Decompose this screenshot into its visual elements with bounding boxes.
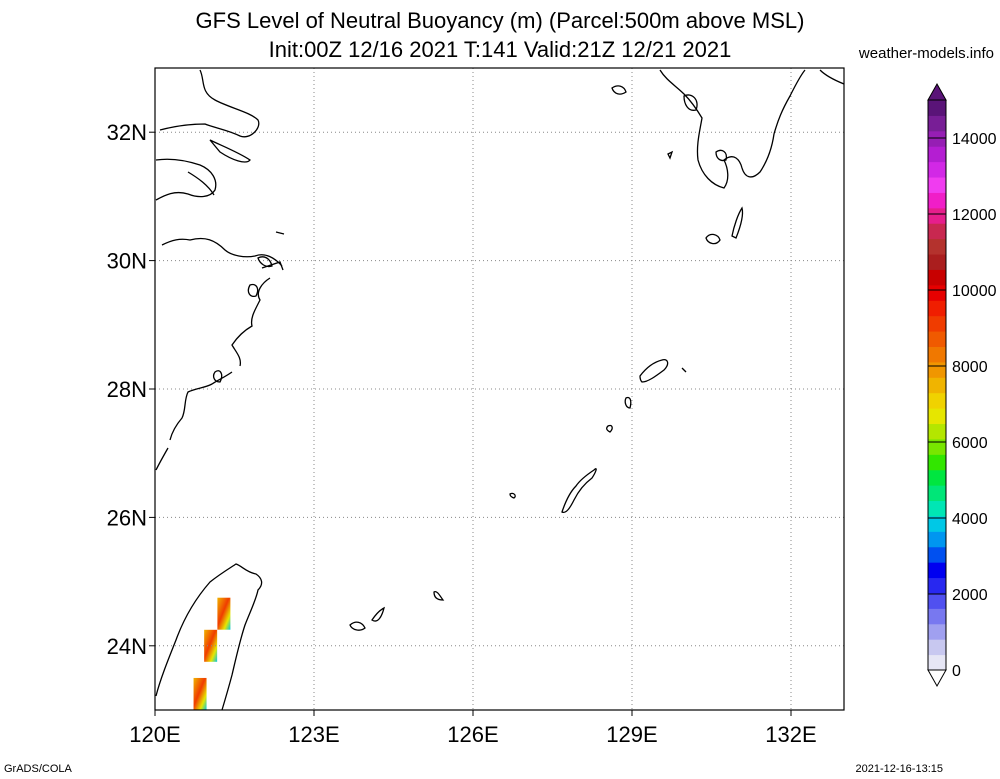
colorbar-swatch <box>928 207 946 224</box>
colorbar-swatch <box>928 562 946 579</box>
source-credit: weather-models.info <box>858 45 994 62</box>
colorbar-swatch <box>928 639 946 656</box>
colorbar <box>927 82 947 688</box>
colorbar-swatch <box>928 577 946 594</box>
island-okinawa <box>561 468 597 514</box>
colorbar-label: 6000 <box>952 435 988 452</box>
lnb-shaded-cell <box>193 677 207 710</box>
colorbar-swatch <box>928 485 946 502</box>
lnb-shaded-cell <box>217 597 231 630</box>
colorbar-swatch <box>928 515 946 532</box>
lnb-shaded-cell <box>204 629 218 662</box>
colorbar-max-arrow <box>927 82 947 101</box>
lon-tick-label: 120E <box>129 722 180 747</box>
colorbar-label: 12000 <box>952 207 997 224</box>
colorbar-swatch <box>928 284 946 301</box>
colorbar-swatch <box>928 115 946 132</box>
kyushu-coastline <box>659 69 806 189</box>
plot-frame <box>154 67 845 711</box>
colorbar-swatch <box>928 223 946 240</box>
island-yakushima <box>705 233 721 245</box>
colorbar-swatch <box>928 423 946 440</box>
island-amami <box>639 358 669 383</box>
colorbar-swatch <box>928 192 946 209</box>
lon-tick-label: 126E <box>447 722 498 747</box>
lat-tick-label: 32N <box>107 120 147 145</box>
colorbar-swatch <box>928 546 946 563</box>
colorbar-label: 10000 <box>952 283 997 300</box>
colorbar-swatch <box>928 408 946 425</box>
lon-tick-label: 129E <box>606 722 657 747</box>
colorbar-swatch <box>928 146 946 163</box>
lon-tick-label: 132E <box>765 722 816 747</box>
colorbar-swatch <box>928 161 946 178</box>
colorbar-swatch <box>928 300 946 317</box>
colorbar-min-arrow <box>927 669 947 688</box>
colorbar-swatch <box>928 500 946 517</box>
taiwan-coastline <box>155 563 263 710</box>
software-credit: GrADS/COLA <box>4 763 72 775</box>
colorbar-swatch <box>928 623 946 640</box>
colorbar-swatch <box>928 100 946 116</box>
colorbar-swatch <box>928 592 946 609</box>
island-ishigaki <box>349 621 366 631</box>
latitude-labels: 24N 26N 28N 30N 32N <box>107 120 147 659</box>
map-title: GFS Level of Neutral Buoyancy (m) (Parce… <box>195 8 805 33</box>
colorbar-swatch <box>928 392 946 409</box>
lat-tick-label: 30N <box>107 249 147 274</box>
colorbar-swatch <box>928 654 946 671</box>
lon-tick-label: 123E <box>288 722 339 747</box>
colorbar-swatch <box>928 531 946 548</box>
colorbar-label: 14000 <box>952 131 997 148</box>
colorbar-swatch <box>928 377 946 394</box>
colorbar-swatch <box>928 177 946 193</box>
colorbar-swatch <box>928 469 946 486</box>
shaded-cells <box>193 597 231 710</box>
island-tarama <box>433 590 445 601</box>
colorbar-swatch <box>928 254 946 270</box>
china-coastline <box>155 69 283 471</box>
colorbar-label: 0 <box>952 663 961 680</box>
lat-lon-grid <box>149 68 844 716</box>
lat-tick-label: 24N <box>107 634 147 659</box>
colorbar-swatch <box>928 454 946 471</box>
colorbar-swatch <box>928 438 946 455</box>
colorbar-swatch <box>928 608 946 625</box>
colorbar-swatch <box>928 331 946 347</box>
island-miyako <box>371 606 385 622</box>
coastlines <box>155 69 844 710</box>
island-tanegashima <box>731 206 744 239</box>
colorbar-swatch <box>928 361 946 378</box>
lat-tick-label: 26N <box>107 505 147 530</box>
colorbar-swatch <box>928 315 946 332</box>
lat-tick-label: 28N <box>107 377 147 402</box>
colorbar-label: 8000 <box>952 359 988 376</box>
colorbar-swatch <box>928 130 946 147</box>
timestamp: 2021-12-16-13:15 <box>855 763 943 775</box>
colorbar-swatch <box>928 238 946 255</box>
colorbar-swatch <box>928 269 946 286</box>
longitude-labels: 120E 123E 126E 129E 132E <box>129 722 816 747</box>
colorbar-swatch <box>928 346 946 363</box>
map-subtitle: Init:00Z 12/16 2021 T:141 Valid:21Z 12/2… <box>268 37 732 62</box>
colorbar-labels: 0 2000 4000 6000 8000 10000 12000 14000 <box>952 131 997 680</box>
colorbar-label: 4000 <box>952 511 988 528</box>
colorbar-label: 2000 <box>952 587 988 604</box>
